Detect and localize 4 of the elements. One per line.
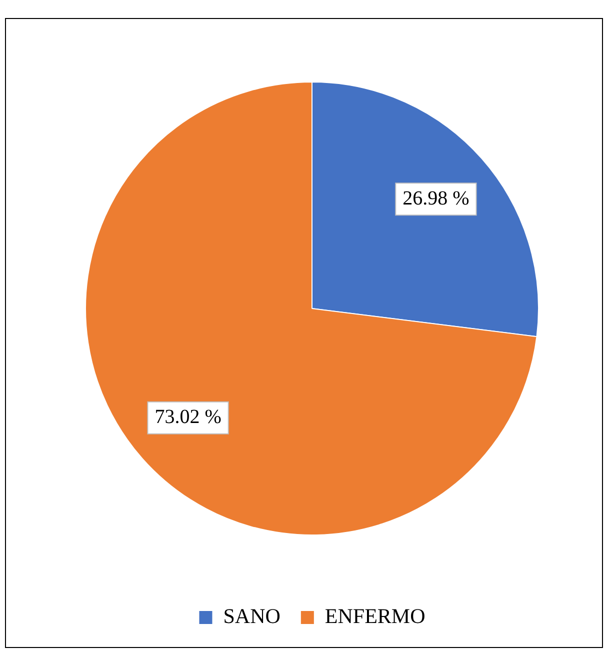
data-label: 73.02 %	[154, 406, 222, 428]
data-label: 26.98 %	[402, 187, 470, 210]
legend-label: SANO	[223, 604, 280, 628]
legend-label: ENFERMO	[324, 604, 426, 628]
